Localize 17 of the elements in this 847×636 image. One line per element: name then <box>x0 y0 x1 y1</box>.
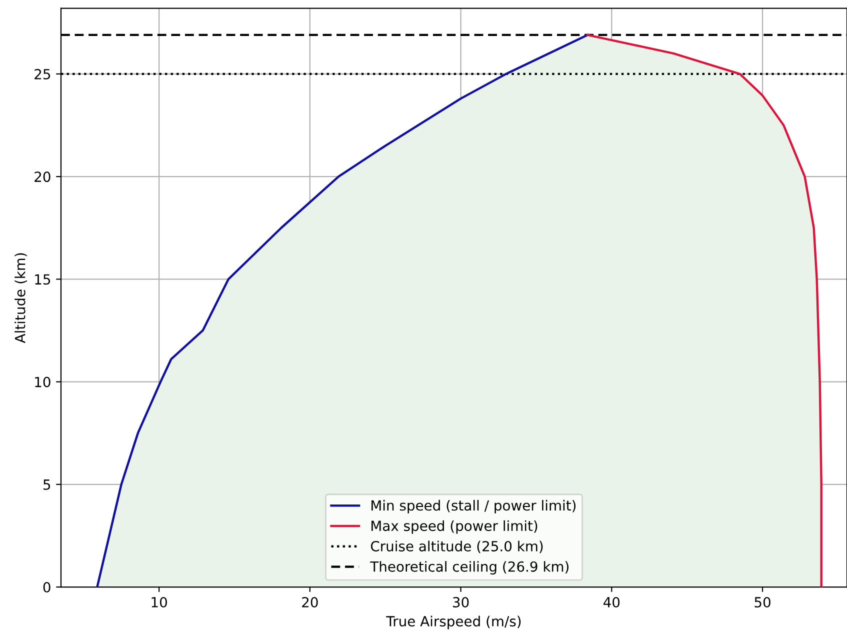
legend-label: Min speed (stall / power limit) <box>372 500 576 514</box>
y-axis-title: Altitude (km) <box>14 253 27 344</box>
y-tick-label: 5 <box>43 480 50 490</box>
x-tick-label: 10 <box>152 596 167 608</box>
legend-label: Theoretical ceiling (26.9 km) <box>370 561 568 575</box>
legend-label: Cruise altitude (25.0 km) <box>370 540 543 554</box>
x-tick-label: 20 <box>302 596 318 608</box>
y-tick-label: 0 <box>43 582 50 592</box>
y-tick-label: 25 <box>34 68 50 80</box>
y-tick-label: 20 <box>34 172 50 182</box>
y-tick-label: 15 <box>35 274 50 285</box>
x-tick-label: 30 <box>453 596 469 608</box>
x-tick-label: 40 <box>603 596 620 608</box>
x-tick-label: 50 <box>754 596 770 608</box>
x-axis-title: True Airspeed (m/s) <box>386 616 521 630</box>
legend-label: Max speed (power limit) <box>372 520 538 534</box>
y-tick-label: 10 <box>35 376 50 388</box>
